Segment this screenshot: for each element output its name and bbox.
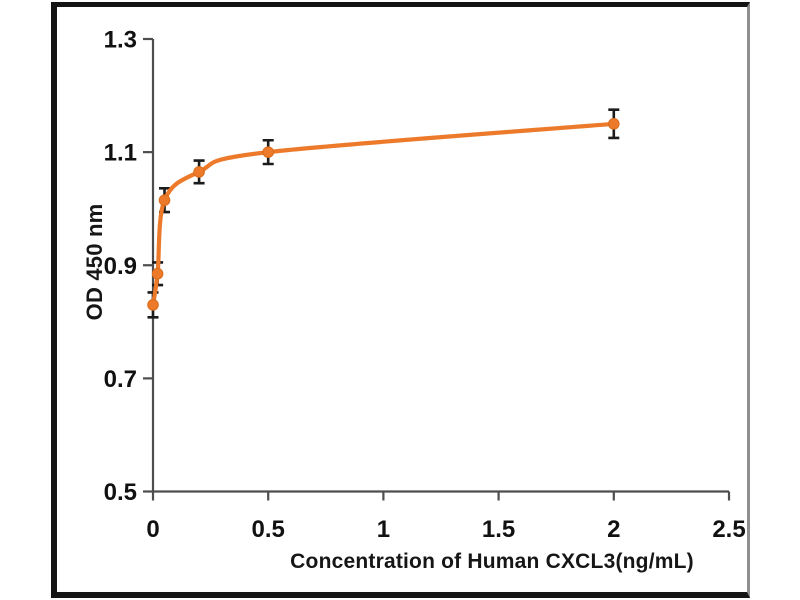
x-tick-label: 0 [146,516,159,543]
y-tick-label: 1.3 [104,27,137,54]
curve-line [150,121,616,307]
y-tick-label: 0.9 [104,253,137,280]
data-point-marker [147,299,159,311]
axis-lines [151,39,729,493]
data-point-marker [151,267,164,280]
y-axis-title: OD 450 nm [82,203,107,321]
x-tick-label: 1 [377,516,390,543]
data-point-marker [262,146,275,158]
data-point-marker [193,166,205,178]
y-tick-label: 0.5 [104,479,137,506]
x-tick-label: 2.5 [712,516,745,543]
data-point-marker [158,194,171,207]
data-point-marker [608,118,620,130]
y-tick-label: 1.1 [104,140,137,167]
x-tick-label: 0.5 [252,516,285,543]
x-tick-label: 1.5 [482,516,515,543]
y-tick-label: 0.7 [104,366,137,393]
x-axis-title: Concentration of Human CXCL3(ng/mL) [290,550,694,573]
x-tick-label: 2 [607,516,620,543]
photo-frame [51,2,750,598]
